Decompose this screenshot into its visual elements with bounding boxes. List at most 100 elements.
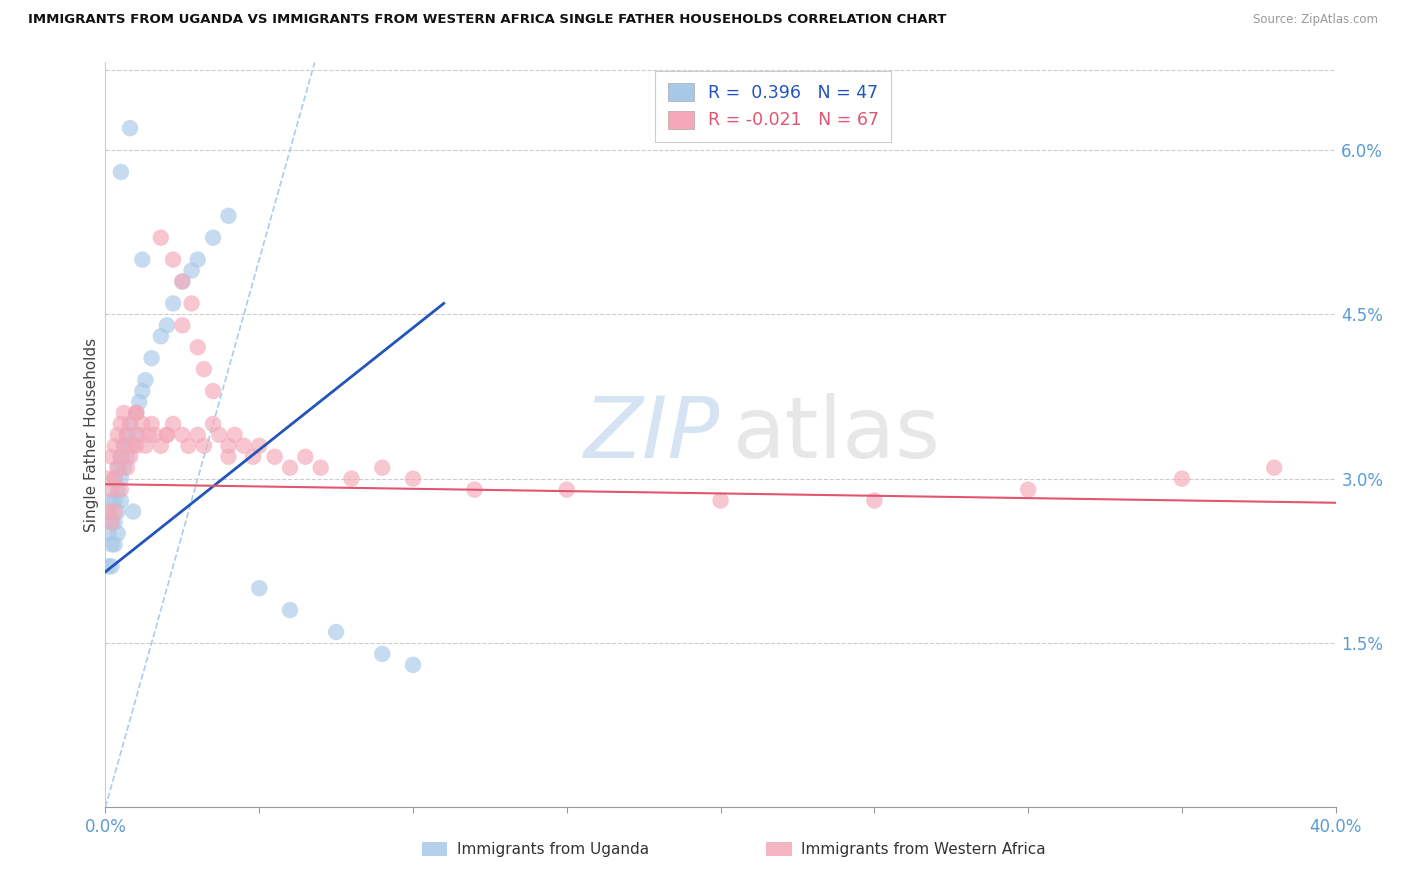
Point: [100, 493, 122, 508]
Point: [193, 362, 215, 376]
Point: [141, 351, 163, 366]
Point: [172, 275, 194, 289]
Point: [278, 603, 301, 617]
Point: [104, 472, 127, 486]
Point: [100, 537, 122, 551]
Point: [120, 417, 141, 431]
Point: [125, 406, 148, 420]
Point: [131, 384, 153, 398]
Point: [125, 428, 148, 442]
Point: [122, 504, 145, 518]
Point: [107, 526, 129, 541]
Text: Source: ZipAtlas.com: Source: ZipAtlas.com: [1253, 13, 1378, 27]
Point: [202, 230, 225, 244]
Point: [120, 121, 141, 136]
Point: [247, 439, 270, 453]
Point: [134, 373, 156, 387]
Point: [177, 439, 200, 453]
Point: [172, 318, 194, 333]
Point: [104, 537, 127, 551]
Text: Immigrants from Uganda: Immigrants from Uganda: [457, 842, 650, 856]
Point: [107, 504, 129, 518]
Point: [100, 516, 122, 530]
Point: [247, 581, 270, 595]
Point: [224, 428, 246, 442]
Point: [340, 472, 363, 486]
Point: [107, 428, 129, 442]
Point: [112, 406, 135, 420]
Point: [202, 384, 225, 398]
Point: [107, 460, 129, 475]
Point: [202, 417, 225, 431]
Point: [125, 406, 148, 420]
Point: [115, 428, 138, 442]
Point: [464, 483, 486, 497]
Point: [97, 559, 120, 574]
Point: [156, 318, 179, 333]
Point: [131, 252, 153, 267]
Point: [156, 428, 179, 442]
Point: [402, 657, 425, 672]
Point: [218, 209, 240, 223]
Point: [180, 263, 202, 277]
Point: [107, 483, 129, 497]
Point: [138, 428, 160, 442]
Text: atlas: atlas: [733, 393, 941, 476]
Point: [143, 428, 166, 442]
Point: [110, 493, 132, 508]
Point: [232, 439, 254, 453]
Point: [242, 450, 264, 464]
Point: [100, 516, 122, 530]
Point: [120, 450, 141, 464]
Text: ZIP: ZIP: [585, 393, 721, 476]
Point: [115, 450, 138, 464]
Point: [134, 439, 156, 453]
Point: [278, 460, 301, 475]
Point: [402, 472, 425, 486]
Point: [128, 428, 150, 442]
Point: [149, 329, 172, 343]
Y-axis label: Single Father Households: Single Father Households: [83, 338, 98, 532]
Point: [263, 450, 285, 464]
Point: [294, 450, 316, 464]
Point: [710, 493, 733, 508]
Point: [371, 647, 394, 661]
Point: [187, 252, 209, 267]
Point: [1017, 483, 1039, 497]
Point: [125, 406, 148, 420]
Point: [162, 296, 184, 310]
Point: [218, 439, 240, 453]
Point: [110, 165, 132, 179]
Point: [110, 450, 132, 464]
Point: [110, 472, 132, 486]
Point: [371, 460, 394, 475]
Point: [112, 439, 135, 453]
Point: [162, 252, 184, 267]
Point: [97, 526, 120, 541]
Point: [104, 504, 127, 518]
Point: [110, 417, 132, 431]
Point: [120, 439, 141, 453]
Point: [208, 428, 231, 442]
Point: [100, 450, 122, 464]
Legend: R =  0.396   N = 47, R = -0.021   N = 67: R = 0.396 N = 47, R = -0.021 N = 67: [655, 71, 890, 142]
Point: [104, 472, 127, 486]
Point: [162, 417, 184, 431]
Text: Immigrants from Western Africa: Immigrants from Western Africa: [801, 842, 1046, 856]
Point: [100, 559, 122, 574]
Point: [97, 504, 120, 518]
Point: [115, 428, 138, 442]
Text: IMMIGRANTS FROM UGANDA VS IMMIGRANTS FROM WESTERN AFRICA SINGLE FATHER HOUSEHOLD: IMMIGRANTS FROM UGANDA VS IMMIGRANTS FRO…: [28, 13, 946, 27]
Point: [193, 439, 215, 453]
Point: [104, 516, 127, 530]
Point: [107, 460, 129, 475]
Point: [1263, 460, 1285, 475]
Point: [112, 460, 135, 475]
Point: [131, 417, 153, 431]
Point: [187, 428, 209, 442]
Point: [120, 417, 141, 431]
Point: [218, 450, 240, 464]
Point: [122, 439, 145, 453]
Point: [125, 439, 148, 453]
Point: [100, 483, 122, 497]
